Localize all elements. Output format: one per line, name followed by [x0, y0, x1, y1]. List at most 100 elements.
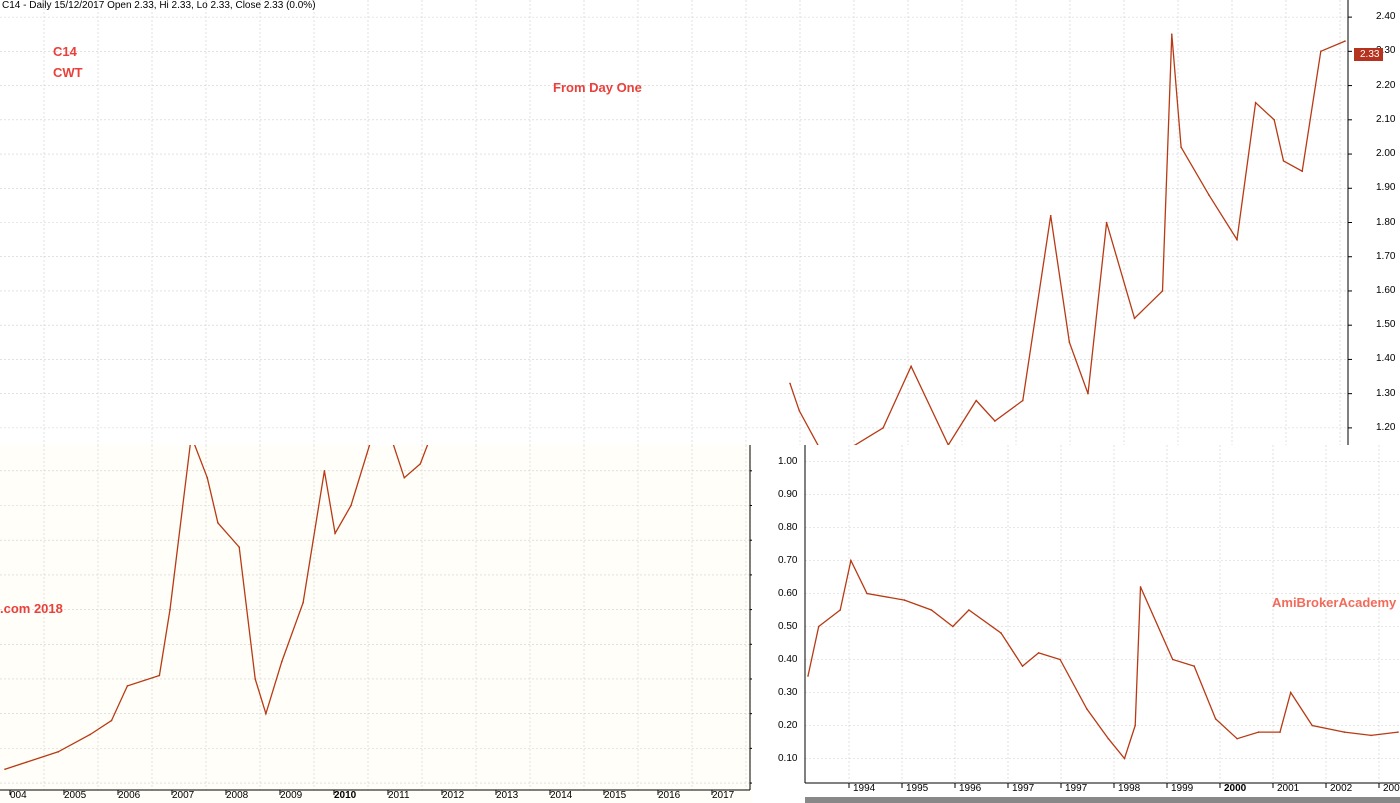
br-price-point — [1086, 708, 1088, 710]
br-y-tick-label: 0.70 — [778, 554, 798, 566]
bl-price-point — [350, 504, 352, 507]
br-x-tick-label: 2003 — [1383, 783, 1400, 794]
br-price-point — [930, 609, 933, 611]
chart-header: C14 - Daily 15/12/2017 Open 2.33, Hi 2.3… — [2, 0, 316, 11]
top-price-point — [1170, 33, 1173, 36]
bl-x-tick-label: 2006 — [118, 790, 141, 801]
br-x-tick-label: 2000 — [1224, 783, 1247, 794]
br-price-point — [1107, 737, 1110, 740]
bl-price-point — [25, 761, 28, 764]
bl-price-point — [89, 733, 91, 736]
name-label: CWT — [53, 65, 83, 80]
bl-x-tick-label: 2008 — [226, 790, 249, 801]
bl-price-point — [334, 532, 336, 535]
bl-x-tick-label: 2005 — [64, 790, 87, 801]
br-x-tick-label: 1997 — [1065, 783, 1088, 794]
br-price-point — [1171, 658, 1174, 661]
bl-price-point — [254, 678, 257, 680]
bl-price-point — [169, 608, 171, 611]
top-price-point — [789, 382, 791, 385]
br-price-point — [1257, 731, 1260, 733]
bl-price-point — [323, 470, 326, 472]
br-price-point — [839, 609, 841, 611]
br-price-point — [1139, 586, 1142, 588]
br-price-point — [903, 599, 906, 601]
top-price-point — [1105, 221, 1108, 224]
br-price-point — [1000, 632, 1002, 634]
top-y-tick-label: 1.30 — [1376, 387, 1396, 399]
top-y-tick-label: 2.10 — [1376, 113, 1396, 125]
top-y-tick-label: 1.60 — [1376, 284, 1396, 296]
annotation-left: .com 2018 — [0, 601, 63, 616]
br-x-tick-label: 1995 — [906, 783, 929, 794]
bl-x-tick-label: 2010 — [334, 790, 357, 801]
br-y-tick-label: 0.20 — [778, 719, 798, 731]
bl-x-tick-label: 2015 — [604, 790, 627, 801]
br-y-tick-label: 0.50 — [778, 620, 798, 632]
br-y-tick-label: 0.30 — [778, 686, 798, 698]
top-price-point — [1282, 160, 1285, 162]
bottom-right-chart-panel: AmiBrokerAcademy 1.00 0.90 0.80 0.70 0.60 0.5… — [752, 445, 1400, 803]
bl-price-point — [302, 601, 304, 604]
br-price-point — [1214, 718, 1217, 720]
bl-price-point — [206, 476, 209, 479]
br-y-tick-label: 1.00 — [778, 455, 798, 467]
br-price-point — [1021, 665, 1024, 667]
top-y-tick-label: 1.20 — [1376, 421, 1396, 433]
bl-price-line — [4, 445, 429, 770]
top-price-point — [1344, 40, 1346, 42]
br-price-point — [952, 625, 954, 628]
br-x-tick-label: 1999 — [1171, 783, 1194, 794]
top-price-point — [1133, 317, 1136, 320]
br-price-point — [1279, 731, 1281, 733]
bl-x-tick-label: 2007 — [172, 790, 195, 801]
top-y-tick-label: 2.30 — [1376, 45, 1396, 57]
br-price-point — [1037, 652, 1040, 654]
top-price-point — [1319, 50, 1322, 53]
top-price-point — [1068, 341, 1071, 344]
br-price-point — [1311, 724, 1313, 727]
br-y-tick-label: 0.90 — [778, 488, 798, 500]
bl-price-point — [57, 751, 60, 753]
br-price-point — [866, 592, 868, 595]
br-x-tick-label: 2001 — [1277, 783, 1300, 794]
br-price-point — [1289, 691, 1292, 694]
top-price-point — [1301, 170, 1303, 172]
top-price-point — [1273, 119, 1276, 121]
br-price-point — [850, 559, 852, 562]
horizontal-scrollbar[interactable] — [805, 797, 1400, 803]
bl-price-point — [281, 660, 283, 663]
top-chart-panel: C14 - Daily 15/12/2017 Open 2.33, Hi 2.3… — [0, 0, 1396, 445]
bl-x-tick-label: 2009 — [280, 790, 303, 801]
br-price-point — [1059, 658, 1061, 661]
bottom-left-chart-svg — [0, 445, 754, 795]
top-price-point — [798, 409, 801, 412]
top-price-point — [1161, 290, 1164, 292]
bl-price-point — [217, 522, 219, 524]
top-price-point — [1236, 238, 1238, 241]
top-price-point — [1022, 399, 1024, 402]
bl-price-point — [126, 685, 129, 687]
bl-price-point — [4, 768, 6, 770]
br-price-point — [807, 675, 809, 677]
top-price-line — [789, 34, 1346, 445]
br-price-point — [1370, 734, 1372, 737]
br-x-tick-label: 1994 — [853, 783, 876, 794]
bottom-left-chart-panel: .com 2018 004 2005 2006 2007 2008 2009 2010 201… — [0, 445, 805, 803]
annotation-top: From Day One — [553, 80, 642, 95]
br-price-point — [1397, 731, 1399, 733]
top-price-point — [1087, 392, 1089, 395]
top-price-point — [1254, 101, 1257, 104]
br-y-tick-label: 0.40 — [778, 653, 798, 665]
top-chart-svg — [0, 0, 1352, 445]
br-price-point — [1236, 737, 1238, 740]
top-y-tick-label: 1.80 — [1376, 216, 1396, 228]
annotation-right: AmiBrokerAcademy — [1272, 595, 1397, 610]
bl-price-point — [419, 463, 422, 465]
top-price-point — [1208, 194, 1210, 196]
top-price-point — [1049, 214, 1052, 217]
top-y-tick-label: 2.40 — [1376, 11, 1396, 23]
br-x-tick-label: 1998 — [1118, 783, 1141, 794]
bl-x-tick-label: 2014 — [550, 790, 573, 801]
symbol-label: C14 — [53, 44, 77, 59]
